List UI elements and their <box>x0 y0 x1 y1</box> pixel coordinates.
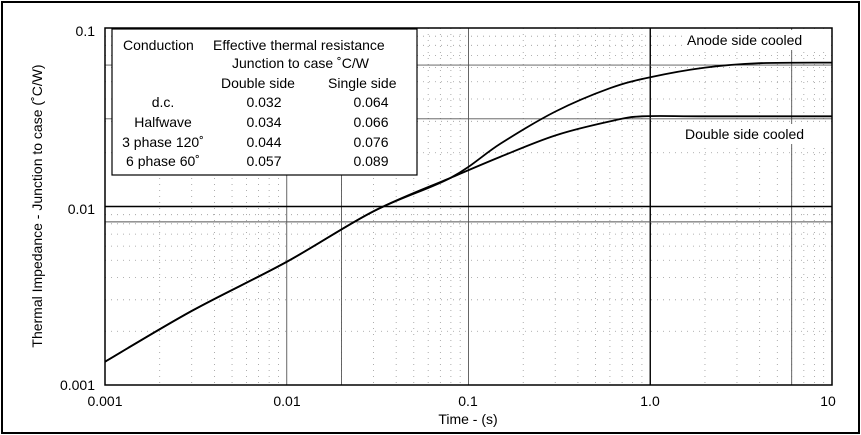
y-tick-label: 0.001 <box>60 377 95 393</box>
y-tick-label: 0.1 <box>76 23 96 39</box>
table-header-junction: Junction to case ˚C/W <box>232 55 370 71</box>
y-axis-title: Thermal Impedance - Junction to case (˚C… <box>29 64 45 347</box>
table-cell: 0.089 <box>353 153 388 169</box>
x-tick-label: 0.1 <box>458 393 478 409</box>
x-tick-label: 10 <box>820 393 836 409</box>
annotation-double: Double side cooled <box>685 126 804 142</box>
annotation-bg <box>682 124 827 144</box>
table-col-single: Single side <box>328 75 397 91</box>
table-cell: 0.044 <box>246 134 281 150</box>
table-header-conduction: Conduction <box>123 37 194 53</box>
x-tick-label: 1.0 <box>640 393 660 409</box>
table-cell: 0.032 <box>246 94 281 110</box>
table-cell: 0.034 <box>246 114 281 130</box>
table-row-label: Halfwave <box>134 114 192 130</box>
table-cell: 0.076 <box>353 134 388 150</box>
series-layer <box>104 61 833 363</box>
annotation-bg <box>682 30 827 50</box>
table-cell: 0.066 <box>353 114 388 130</box>
table-row-label: 6 phase 60˚ <box>126 153 200 169</box>
y-tick-label: 0.01 <box>68 201 95 217</box>
x-axis-title: Time - (s) <box>438 411 497 427</box>
table-row-label: d.c. <box>152 94 175 110</box>
table-header-effective: Effective thermal resistance <box>213 37 385 53</box>
table-col-double: Double side <box>221 75 295 91</box>
annotation-anode: Anode side cooled <box>687 32 802 48</box>
plot-area-frame <box>104 27 833 386</box>
table-row-label: 3 phase 120˚ <box>122 134 204 150</box>
data-table-box <box>111 28 418 176</box>
series-line-double-side-cooled <box>104 115 832 363</box>
x-tick-label: 0.01 <box>273 393 300 409</box>
table-cell: 0.057 <box>246 153 281 169</box>
data-table: Conduction Effective thermal resistance … <box>122 37 397 169</box>
table-cell: 0.064 <box>353 94 388 110</box>
x-tick-label: 0.001 <box>87 393 122 409</box>
